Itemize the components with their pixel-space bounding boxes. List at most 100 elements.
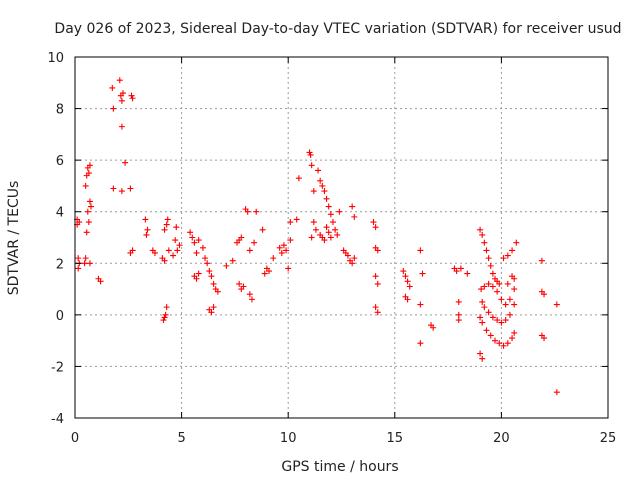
data-point [374,280,381,287]
data-point [173,224,180,231]
data-point [240,283,247,290]
data-point [161,257,168,264]
data-point [76,219,83,226]
chart-title: Day 026 of 2023, Sidereal Day-to-day VTE… [54,21,621,37]
data-point [502,301,509,308]
x-tick-label: 20 [493,431,510,446]
data-point [374,309,381,316]
data-point [229,257,236,264]
data-point [349,260,356,267]
y-tick-label: 2 [56,257,64,272]
data-point [86,260,93,267]
data-point [553,301,560,308]
data-point [487,332,494,339]
data-point [417,247,424,254]
data-point [496,340,503,347]
plot-frame [74,56,609,419]
data-point [238,234,245,241]
data-point [374,247,381,254]
data-point [208,273,215,280]
data-point [504,280,511,287]
data-point [86,198,93,205]
data-point [308,234,315,241]
y-tick-label: 10 [47,51,64,66]
data-point [214,288,221,295]
data-point [455,311,462,318]
data-point [509,335,516,342]
data-point [144,226,151,233]
data-point [323,224,330,231]
data-point [143,231,150,238]
x-tick-label: 10 [280,431,297,446]
data-point [336,208,343,215]
y-axis-label: SDTVAR / TECUs [6,181,22,296]
data-point [478,286,485,293]
data-point [327,211,334,218]
data-point [248,296,255,303]
data-point [325,203,332,210]
data-point [161,226,168,233]
data-point [513,239,520,246]
grid [75,57,608,418]
data-point [110,185,117,192]
data-point [82,255,89,262]
data-point [142,216,149,223]
data-point [402,273,409,280]
data-point [404,296,411,303]
data-point [541,291,548,298]
data-point [502,317,509,324]
data-point [75,265,82,272]
data-point [325,229,332,236]
data-point [278,249,285,256]
data-point [287,219,294,226]
y-tick-label: -4 [51,412,64,427]
data-point [280,242,287,249]
data-point [210,304,217,311]
data-point [494,317,501,324]
axis-ticks: 0 5 10 15 20 25 -4 -2 0 2 4 6 8 10 [47,51,616,446]
data-point [406,283,413,290]
data-point [127,185,134,192]
data-point [511,329,518,336]
data-point [541,335,548,342]
data-point [506,311,513,318]
data-point [489,270,496,277]
data-point [119,90,126,97]
data-point [187,229,194,236]
data-point [553,389,560,396]
data-point [479,231,486,238]
data-point [464,270,471,277]
data-point [498,319,505,326]
data-point [479,355,486,362]
data-point [170,252,177,259]
data-point [110,105,117,112]
data-point [199,244,206,251]
data-point [202,255,209,262]
data-point [487,262,494,269]
data-point [164,216,171,223]
data-point [162,311,169,318]
data-point [332,226,339,233]
data-point [253,208,260,215]
data-point [223,262,230,269]
data-point [310,188,317,195]
data-point [193,249,200,256]
data-point [351,255,358,262]
data-point [511,301,518,308]
x-tick-label: 5 [177,431,185,446]
data-point [261,270,268,277]
data-point [308,162,315,169]
data-point [259,226,266,233]
data-point [500,342,507,349]
data-point [84,208,91,215]
data-point [195,270,202,277]
y-tick-label: 4 [56,206,64,221]
data-point [511,286,518,293]
data-point [236,280,243,287]
x-axis-label: GPS time / hours [281,459,398,475]
data-point [479,319,486,326]
data-point [283,247,290,254]
data-point [81,260,88,267]
data-point [477,314,484,321]
data-point [494,288,501,295]
